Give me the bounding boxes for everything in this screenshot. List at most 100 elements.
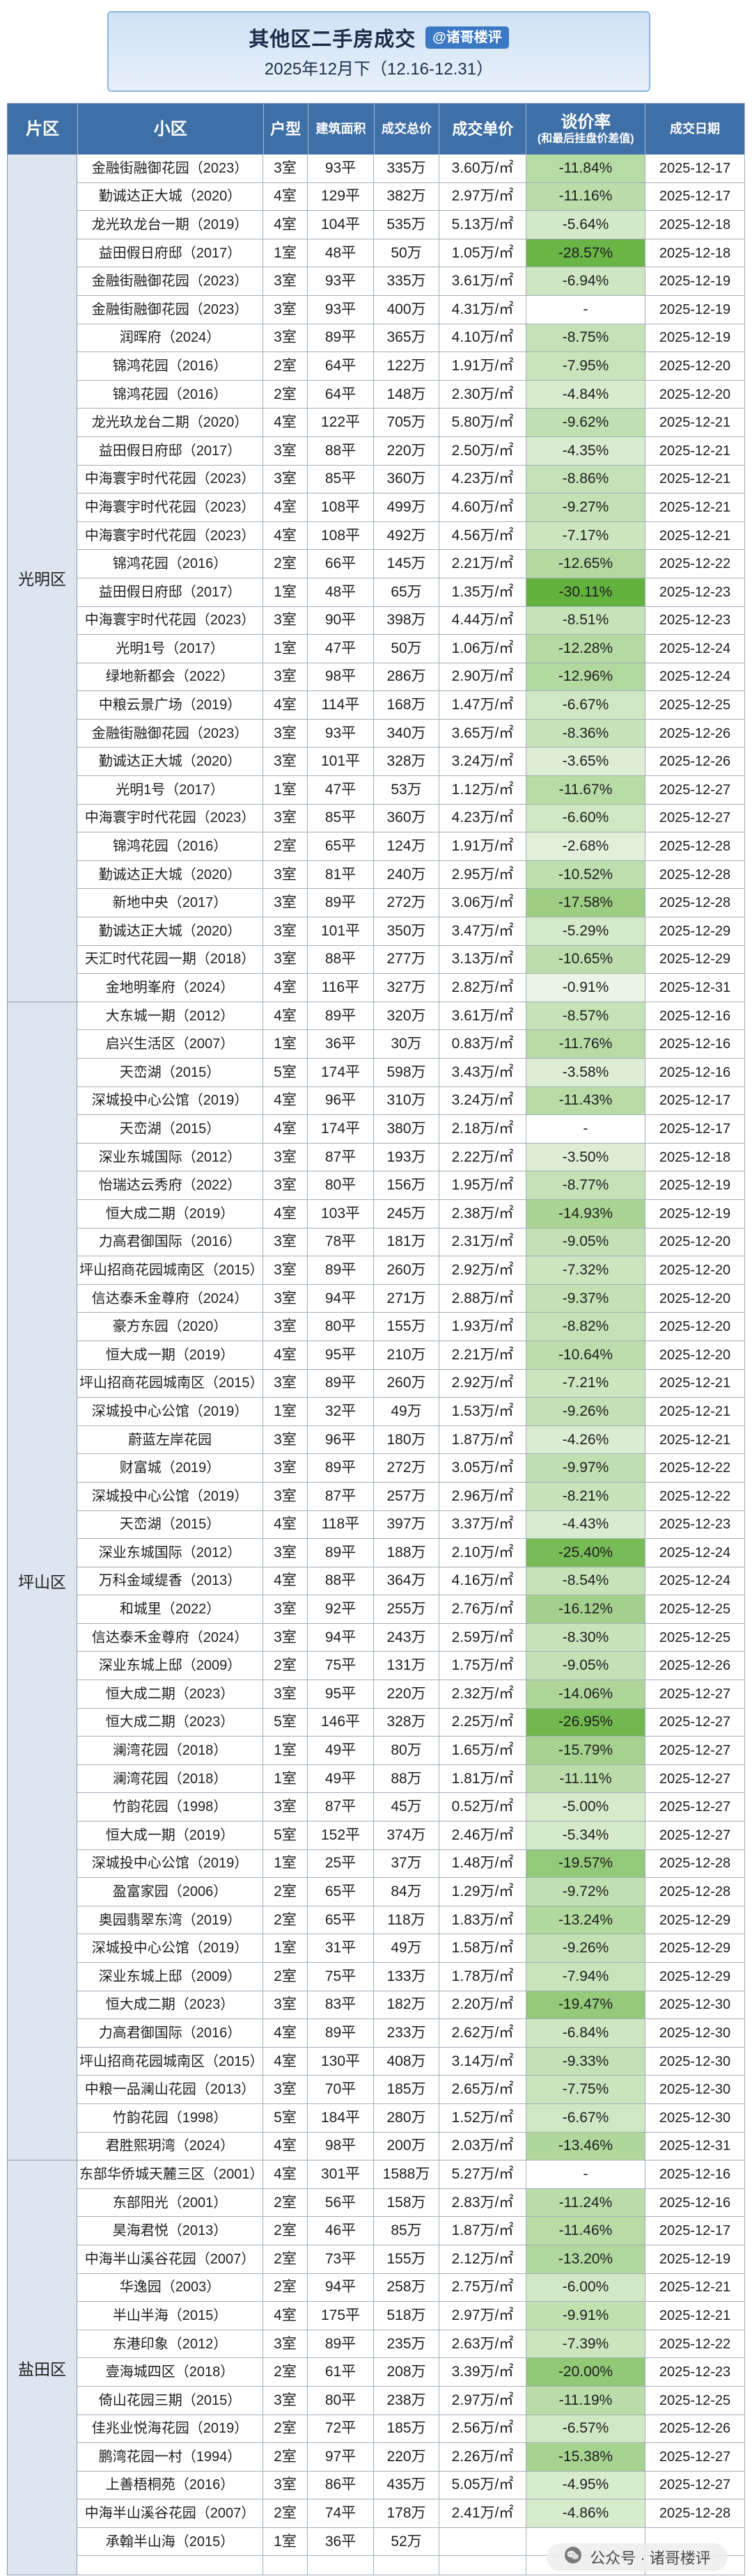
table-row: 勤诚达正大城（2020） 3室 101平 328万 3.24万/㎡ -3.65% 2025-… <box>77 748 745 777</box>
cell-rate: -6.00% <box>526 2273 645 2302</box>
cell-total: 185万 <box>374 2076 439 2104</box>
cell-rate: -7.21% <box>526 1369 645 1398</box>
table-row: 蔚蓝左岸花园 3室 96平 180万 1.87万/㎡ -4.26% 2025-12-21 <box>77 1425 745 1455</box>
cell-total: 340万 <box>374 719 439 748</box>
cell-layout: 1室 <box>263 1737 308 1765</box>
cell-unit: 2.20万/㎡ <box>439 1991 526 2020</box>
column-header-area: 建筑面积 <box>308 103 375 155</box>
cell-date: 2025-12-21 <box>645 2273 745 2302</box>
column-header-total-price: 成交总价 <box>374 103 440 155</box>
cell-date: 2025-12-27 <box>645 1708 745 1737</box>
cell-rate: -7.95% <box>526 352 645 381</box>
cell-area: 75平 <box>308 1963 374 1991</box>
cell-date: 2025-12-21 <box>645 1369 745 1398</box>
cell-rate: -6.67% <box>526 691 645 720</box>
cell-date: 2025-12-20 <box>645 1284 745 1313</box>
cell-total: 238万 <box>374 2386 439 2415</box>
cell-community: 锦鸿花园（2016） <box>77 832 263 861</box>
cell-community: 金地明峯府（2024） <box>77 974 263 1002</box>
cell-layout: 3室 <box>263 1228 308 1257</box>
cell-date: 2025-12-19 <box>645 267 745 296</box>
cell-area <box>308 2556 374 2576</box>
cell-area: 49平 <box>308 1737 374 1765</box>
cell-area: 49平 <box>308 1764 374 1794</box>
cell-date: 2025-12-28 <box>645 1849 745 1879</box>
cell-unit: 1.81万/㎡ <box>439 1764 526 1794</box>
cell-unit: 2.92万/㎡ <box>439 1256 526 1285</box>
cell-community: 恒大成一期（2019） <box>77 1341 263 1370</box>
watermark-text: 公众号 · 诸哥楼评 <box>590 2550 711 2567</box>
cell-community: 深城投中心公馆（2019） <box>77 1849 263 1879</box>
cell-layout: 4室 <box>263 521 308 551</box>
cell-unit: 4.44万/㎡ <box>439 606 526 635</box>
cell-community: 天峦湖（2015） <box>77 1510 263 1540</box>
cell-rate: -8.75% <box>526 324 645 353</box>
cell-total: 280万 <box>374 2103 439 2133</box>
cell-unit: 2.59万/㎡ <box>439 1623 526 1652</box>
cell-total: 374万 <box>374 1822 439 1850</box>
cell-layout: 3室 <box>263 324 308 353</box>
cell-total: 310万 <box>374 1086 439 1116</box>
cell-unit: 2.62万/㎡ <box>439 2019 526 2048</box>
table-row: 大东城一期（2012） 4室 89平 320万 3.61万/㎡ -8.57% 2025-12… <box>77 1002 745 1031</box>
cell-date: 2025-12-16 <box>645 1002 745 1031</box>
cell-unit: 2.38万/㎡ <box>439 1199 526 1228</box>
cell-date: 2025-12-30 <box>645 1991 745 2020</box>
cell-layout: 4室 <box>263 1341 308 1370</box>
cell-area: 87平 <box>308 1793 374 1822</box>
cell-layout: 2室 <box>263 1906 308 1935</box>
cell-area: 108平 <box>308 521 374 551</box>
table-row: 东部阳光（2001） 2室 56平 158万 2.83万/㎡ -11.24% 2025-12… <box>77 2188 745 2218</box>
cell-layout: 5室 <box>263 1708 308 1737</box>
cell-community: 盈富家园（2006） <box>77 1878 263 1906</box>
cell-date: 2025-12-29 <box>645 945 745 974</box>
cell-layout: 3室 <box>263 1369 308 1398</box>
cell-layout: 2室 <box>263 2273 308 2302</box>
cell-community: 深业东城上邸（2009） <box>77 1652 263 1681</box>
table-row: 龙光玖龙台二期（2020） 4室 122平 705万 5.80万/㎡ -9.62% 2025… <box>77 409 745 437</box>
cell-total: 124万 <box>374 832 439 861</box>
cell-total: 499万 <box>374 493 439 522</box>
cell-community: 益田假日府邸（2017） <box>77 578 263 607</box>
cell-community: 深城投中心公馆（2019） <box>77 1934 263 1963</box>
cell-area: 89平 <box>308 2019 374 2048</box>
cell-layout: 3室 <box>263 663 308 692</box>
cell-layout: 3室 <box>263 606 308 635</box>
cell-date: 2025-12-28 <box>645 1878 745 1906</box>
cell-unit: 1.78万/㎡ <box>439 1963 526 1991</box>
cell-rate: - <box>526 2160 645 2189</box>
table-row-partial <box>77 2556 745 2576</box>
cell-unit: 3.60万/㎡ <box>439 155 526 183</box>
column-header-district: 片区 <box>8 103 78 155</box>
table-row: 益田假日府邸（2017） 1室 48平 50万 1.05万/㎡ -28.57% 2025-1… <box>77 239 745 268</box>
cell-unit: 3.14万/㎡ <box>439 2047 526 2076</box>
cell-unit: 3.61万/㎡ <box>439 1002 526 1031</box>
cell-date: 2025-12-18 <box>645 211 745 239</box>
cell-area: 64平 <box>308 380 374 409</box>
cell-unit <box>439 2527 526 2557</box>
cell-unit: 1.06万/㎡ <box>439 635 526 663</box>
cell-community: 壹海城四区（2018） <box>77 2358 263 2387</box>
cell-rate: -11.67% <box>526 776 645 805</box>
table-row: 深城投中心公馆（2019） 4室 96平 310万 3.24万/㎡ -11.43% 2025… <box>77 1086 745 1116</box>
cell-area: 85平 <box>308 465 374 494</box>
table-row: 深城投中心公馆（2019） 3室 87平 257万 2.96万/㎡ -8.21% 2025-… <box>77 1482 745 1511</box>
cell-total: 52万 <box>374 2527 439 2557</box>
cell-total: 240万 <box>374 860 439 890</box>
cell-date: 2025-12-27 <box>645 804 745 833</box>
cell-total: 327万 <box>374 974 439 1002</box>
cell-rate: -4.95% <box>526 2471 645 2500</box>
cell-area: 87平 <box>308 1143 374 1172</box>
cell-total: 435万 <box>374 2471 439 2500</box>
cell-date: 2025-12-27 <box>645 2443 745 2472</box>
cell-area: 87平 <box>308 1482 374 1511</box>
cell-area: 56平 <box>308 2188 374 2218</box>
cell-date: 2025-12-27 <box>645 1737 745 1765</box>
cell-area: 94平 <box>308 1623 374 1652</box>
cell-layout: 4室 <box>263 2019 308 2048</box>
table-row: 中海寰宇时代花园（2023） 3室 85平 360万 4.23万/㎡ -6.60% 2025… <box>77 804 745 833</box>
cell-date: 2025-12-23 <box>645 606 745 635</box>
cell-area: 89平 <box>308 324 374 353</box>
cell-layout: 3室 <box>263 1425 308 1455</box>
cell-community: 坪山招商花园城南区（2015） <box>77 1256 263 1285</box>
